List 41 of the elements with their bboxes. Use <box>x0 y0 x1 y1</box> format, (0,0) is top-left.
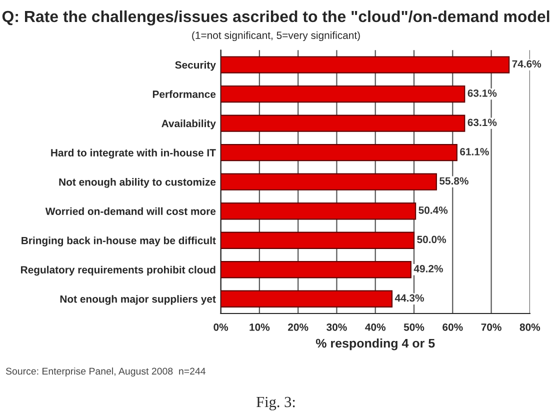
data-label: 74.6% <box>512 60 542 68</box>
y-tick-label: Not enough major suppliers yet <box>60 295 216 305</box>
data-label: 55.8% <box>440 177 468 185</box>
bar <box>220 173 437 190</box>
x-tick-label: 10% <box>250 323 270 331</box>
x-tick-label: 40% <box>365 323 386 331</box>
y-tick-label: Not enough ability to customize <box>59 178 216 188</box>
y-tick-label: Performance <box>152 90 216 98</box>
chart-title: Q: Rate the challenges/issues ascribed to the "cloud"/on-demand model <box>2 10 550 26</box>
x-tick-label: 0% <box>214 323 228 331</box>
chart-subtitle: (1=not significant, 5=very significant) <box>192 31 360 42</box>
bar <box>220 114 466 132</box>
x-tick-label: 60% <box>442 323 463 331</box>
bar <box>220 85 466 103</box>
bar <box>220 232 415 249</box>
x-tick-label: 20% <box>288 323 308 331</box>
x-axis-title: % responding 4 or 5 <box>316 338 435 350</box>
data-label: 50.0% <box>417 236 446 244</box>
data-label: 44.3% <box>394 294 424 302</box>
y-tick-label: Security <box>175 61 216 71</box>
y-tick-label: Regulatory requirements prohibit cloud <box>21 266 216 276</box>
data-label: 63.1% <box>468 118 497 126</box>
data-label: 50.4% <box>418 206 448 214</box>
y-tick-label: Worried on-demand will cost more <box>45 207 216 215</box>
y-tick-label: Availability <box>162 120 216 130</box>
y-tick-label: Bringing back in-house may be difficult <box>22 236 216 246</box>
x-tick-label: 30% <box>326 323 347 331</box>
caption: Fig. 3: <box>256 396 295 410</box>
source-note: Source: Enterprise Panel, August 2008 n=244 <box>6 367 206 377</box>
x-tick-label: 80% <box>520 323 540 331</box>
bar <box>220 290 393 308</box>
data-label: 61.1% <box>460 148 489 156</box>
bar <box>220 56 510 74</box>
bar <box>220 144 458 162</box>
x-tick-label: 50% <box>404 323 424 331</box>
x-tick-label: 70% <box>481 323 502 331</box>
bar <box>220 261 412 278</box>
data-label: 49.2% <box>414 265 443 272</box>
data-label: 63.1% <box>468 89 497 97</box>
bar <box>220 202 416 220</box>
y-tick-label: Hard to integrate with in-house IT <box>51 148 216 159</box>
